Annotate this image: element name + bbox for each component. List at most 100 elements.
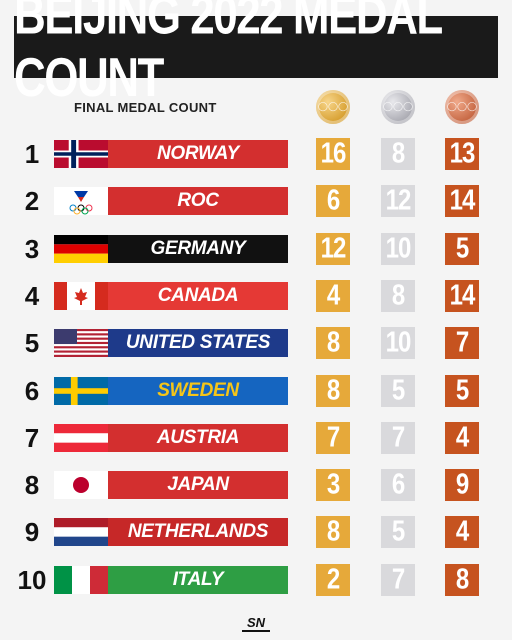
norway-flag-icon xyxy=(54,140,108,168)
bronze-count-value: 14 xyxy=(449,184,476,217)
silver-count: 12 xyxy=(381,184,415,217)
gold-count: 16 xyxy=(316,137,350,170)
sweden-flag-icon xyxy=(54,377,108,405)
rank-number: 2 xyxy=(24,185,40,216)
bronze-count: 8 xyxy=(445,563,479,596)
roc-flag-icon xyxy=(54,187,108,215)
silver-count-value: 7 xyxy=(391,421,405,454)
silver-count-value: 7 xyxy=(391,563,405,596)
silver-count-value: 5 xyxy=(391,515,405,548)
rank-number: 4 xyxy=(24,280,40,311)
country-name: SWEDEN xyxy=(108,377,288,405)
gold-count: 8 xyxy=(316,374,350,407)
netherlands-flag-icon xyxy=(54,518,108,546)
bronze-count: 14 xyxy=(445,279,479,312)
silver-count: 5 xyxy=(381,374,415,407)
gold-medal-icon: ◯◯◯ xyxy=(316,90,350,124)
country-name: CANADA xyxy=(108,282,288,310)
bronze-count-value: 9 xyxy=(455,468,469,501)
silver-count: 7 xyxy=(381,563,415,596)
bronze-count-value: 14 xyxy=(449,279,476,312)
bronze-count-value: 13 xyxy=(449,137,476,170)
rank-number: 9 xyxy=(24,516,40,547)
silver-count: 10 xyxy=(381,232,415,265)
country-banner: ROC xyxy=(54,187,288,215)
country-name: GERMANY xyxy=(108,235,288,263)
rank-number: 3 xyxy=(24,233,40,264)
table-row: 7 AUSTRIA 7 7 4 xyxy=(0,421,512,454)
gold-count: 6 xyxy=(316,184,350,217)
bronze-count-value: 5 xyxy=(455,232,469,265)
bronze-count: 7 xyxy=(445,326,479,359)
silver-count-value: 5 xyxy=(391,374,405,407)
table-row: 9 NETHERLANDS 8 5 4 xyxy=(0,515,512,548)
bronze-count-value: 4 xyxy=(455,515,469,548)
italy-flag-icon xyxy=(54,566,108,594)
table-row: 10 ITALY 2 7 8 xyxy=(0,563,512,596)
bronze-count: 13 xyxy=(445,137,479,170)
country-name: AUSTRIA xyxy=(108,424,288,452)
silver-count: 6 xyxy=(381,468,415,501)
gold-count: 3 xyxy=(316,468,350,501)
silver-count-value: 6 xyxy=(391,468,405,501)
silver-count-value: 10 xyxy=(385,232,412,265)
silver-count: 10 xyxy=(381,326,415,359)
gold-count-value: 8 xyxy=(326,326,340,359)
country-banner: NETHERLANDS xyxy=(54,518,288,546)
germany-flag-icon xyxy=(54,235,108,263)
silver-count-value: 8 xyxy=(391,137,405,170)
rank-number: 10 xyxy=(17,564,47,595)
gold-count: 4 xyxy=(316,279,350,312)
silver-count: 7 xyxy=(381,421,415,454)
table-row: 6 SWEDEN 8 5 5 xyxy=(0,374,512,407)
gold-count: 7 xyxy=(316,421,350,454)
country-name: ITALY xyxy=(108,566,288,594)
table-row: 5 UNITED STATES 8 10 7 xyxy=(0,326,512,359)
page-title: BEIJING 2022 MEDAL COUNT xyxy=(14,0,498,108)
country-name: ROC xyxy=(108,187,288,215)
bronze-medal-icon: ◯◯◯ xyxy=(445,90,479,124)
silver-count-value: 10 xyxy=(385,326,412,359)
table-row: 1 NORWAY 16 8 13 xyxy=(0,137,512,170)
canada-flag-icon xyxy=(54,282,108,310)
table-row: 8 JAPAN 3 6 9 xyxy=(0,468,512,501)
gold-count: 12 xyxy=(316,232,350,265)
table-row: 2 ROC 6 12 14 xyxy=(0,184,512,217)
bronze-count-value: 4 xyxy=(455,421,469,454)
silver-count-value: 8 xyxy=(391,279,405,312)
country-banner: CANADA xyxy=(54,282,288,310)
silver-count-value: 12 xyxy=(385,184,412,217)
austria-flag-icon xyxy=(54,424,108,452)
gold-count: 2 xyxy=(316,563,350,596)
country-banner: NORWAY xyxy=(54,140,288,168)
table-row: 3 GERMANY 12 10 5 xyxy=(0,232,512,265)
silver-count: 8 xyxy=(381,279,415,312)
subtitle: FINAL MEDAL COUNT xyxy=(74,100,217,115)
bronze-count: 4 xyxy=(445,421,479,454)
bronze-count: 5 xyxy=(445,232,479,265)
country-banner: UNITED STATES xyxy=(54,329,288,357)
silver-medal-icon: ◯◯◯ xyxy=(381,90,415,124)
country-name: NETHERLANDS xyxy=(108,518,288,546)
gold-count-value: 8 xyxy=(326,515,340,548)
rank-number: 8 xyxy=(24,469,40,500)
gold-count-value: 7 xyxy=(326,421,340,454)
bronze-count: 14 xyxy=(445,184,479,217)
bronze-count: 5 xyxy=(445,374,479,407)
country-banner: SWEDEN xyxy=(54,377,288,405)
gold-count-value: 4 xyxy=(326,279,340,312)
rank-number: 7 xyxy=(24,422,40,453)
country-banner: GERMANY xyxy=(54,235,288,263)
rank-number: 1 xyxy=(24,138,40,169)
bronze-count-value: 7 xyxy=(455,326,469,359)
bronze-count: 4 xyxy=(445,515,479,548)
usa-flag-icon xyxy=(54,329,108,357)
bronze-count-value: 5 xyxy=(455,374,469,407)
country-name: UNITED STATES xyxy=(108,329,288,357)
title-text: BEIJING 2022 MEDAL COUNT xyxy=(14,0,443,109)
rank-number: 5 xyxy=(24,327,40,358)
silver-count: 5 xyxy=(381,515,415,548)
country-banner: AUSTRIA xyxy=(54,424,288,452)
sn-logo: SN xyxy=(242,614,270,632)
bronze-count-value: 8 xyxy=(455,563,469,596)
